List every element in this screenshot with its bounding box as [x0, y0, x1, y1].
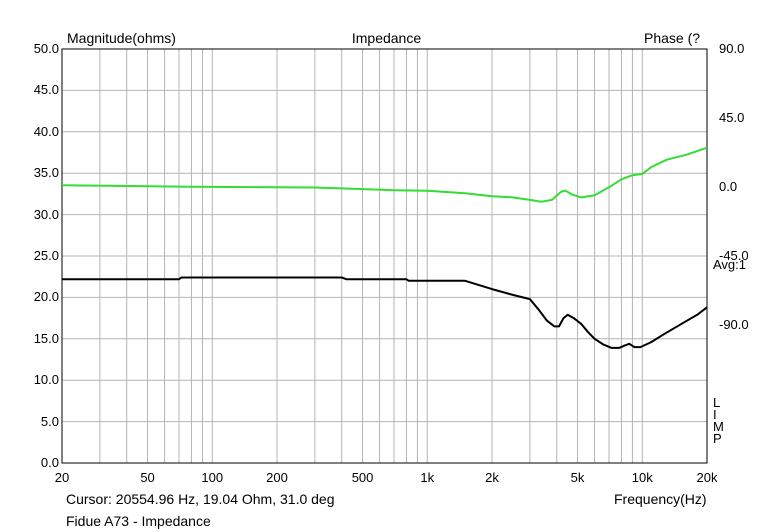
- y2-tick-label: -90.0: [719, 317, 749, 332]
- x-tick-label: 20k: [696, 470, 718, 485]
- limp-letter: M: [713, 419, 724, 434]
- x-tick-label: 500: [351, 470, 374, 485]
- chart-caption: Fidue A73 - Impedance: [66, 513, 211, 529]
- y-tick-label: 45.0: [33, 82, 59, 98]
- chart-title: Impedance: [351, 30, 422, 46]
- y-axis-label: Magnitude(ohms): [67, 30, 176, 46]
- y2-tick-label: -45.0: [719, 248, 749, 263]
- x-tick-label: 1k: [420, 470, 435, 485]
- y2-tick-label: 45.0: [719, 110, 745, 125]
- y-tick-label: 25.0: [33, 248, 59, 263]
- y2-tick-label: 90.0: [719, 41, 745, 56]
- average-label: Avg:1: [713, 257, 747, 272]
- y-tick-label: 50.0: [33, 41, 59, 56]
- x-tick-label: 5k: [570, 470, 585, 485]
- x-tick-label: 2k: [485, 470, 499, 485]
- y-tick-label: 20.0: [33, 289, 59, 305]
- x-axis-label: Frequency(Hz): [614, 491, 707, 507]
- x-tick-label: 20: [54, 470, 70, 485]
- x-tick-label: 100: [201, 470, 224, 485]
- limp-letter: P: [713, 431, 722, 446]
- y2-axis-label: Phase (?: [644, 30, 701, 46]
- y-tick-label: 5.0: [40, 413, 59, 429]
- x-tick-label: 10k: [631, 470, 653, 485]
- y-tick-label: 30.0: [33, 206, 59, 222]
- limp-letter: L: [713, 395, 721, 410]
- y2-tick-label: 0.0: [719, 179, 738, 194]
- y-tick-label: 10.0: [33, 372, 59, 388]
- magnitude-series-line: [62, 276, 708, 349]
- y-tick-label: 35.0: [33, 165, 59, 181]
- x-tick-label: 200: [266, 470, 288, 485]
- grid-lines: [62, 49, 707, 463]
- y-tick-label: 15.0: [33, 330, 59, 346]
- series-group: [61, 146, 708, 349]
- phase-series-line: [61, 146, 708, 203]
- y-tick-label: 0.0: [40, 455, 59, 470]
- x-tick-label: 50: [140, 470, 155, 485]
- plot-frame: [61, 48, 708, 464]
- limp-letter: I: [713, 407, 717, 422]
- cursor-readout: Cursor: 20554.96 Hz, 19.04 Ohm, 31.0 deg: [66, 491, 335, 507]
- y-tick-label: 40.0: [33, 123, 59, 139]
